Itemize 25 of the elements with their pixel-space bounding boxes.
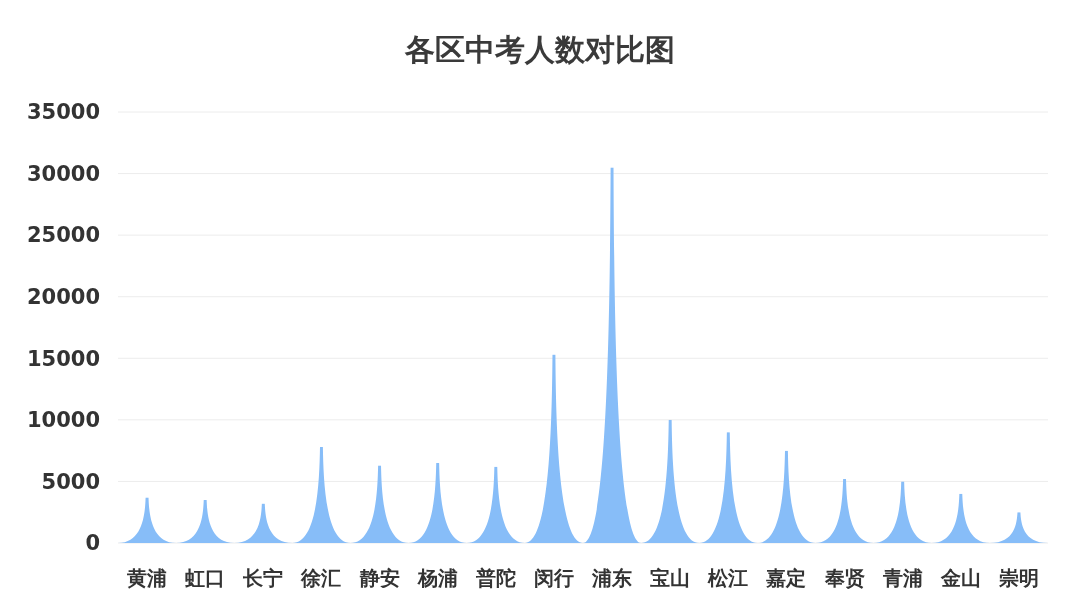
x-tick-label: 普陀 [474, 566, 516, 590]
x-tick-label: 虹口 [184, 566, 226, 590]
x-tick-label: 闵行 [533, 566, 574, 590]
x-tick-label: 杨浦 [416, 566, 458, 590]
x-tick-label: 长宁 [242, 566, 284, 590]
x-tick-label: 金山 [939, 566, 981, 590]
chart-title: 各区中考人数对比图 [404, 32, 675, 67]
x-tick-label: 青浦 [881, 566, 923, 590]
x-tick-label: 松江 [707, 566, 749, 590]
y-tick-label: 20000 [26, 285, 100, 310]
x-tick-label: 宝山 [650, 566, 691, 590]
y-tick-label: 5000 [41, 469, 100, 494]
y-tick-label: 0 [85, 531, 100, 556]
y-tick-label: 10000 [26, 408, 100, 433]
x-tick-label: 静安 [358, 566, 400, 590]
x-tick-label: 崇明 [997, 566, 1039, 590]
x-tick-label: 徐汇 [300, 566, 342, 590]
y-tick-label: 35000 [26, 100, 100, 125]
x-tick-label: 嘉定 [766, 566, 807, 590]
y-tick-label: 30000 [26, 161, 100, 186]
x-tick-label: 浦东 [591, 566, 633, 590]
y-tick-label: 25000 [26, 223, 100, 248]
y-tick-label: 15000 [26, 346, 100, 371]
x-tick-label: 黄浦 [126, 566, 168, 590]
x-tick-label: 奉贤 [823, 566, 865, 590]
